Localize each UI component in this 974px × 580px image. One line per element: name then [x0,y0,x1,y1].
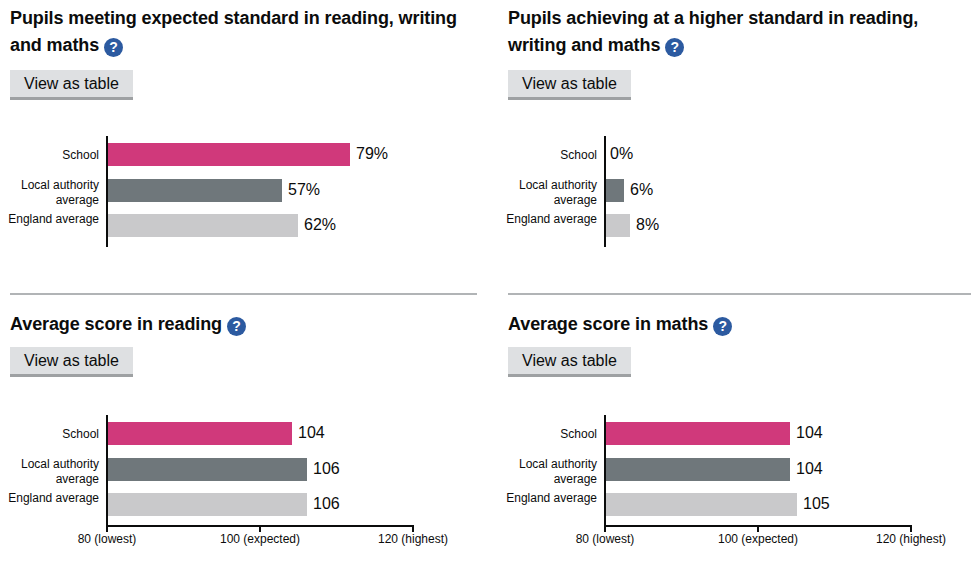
category-label-school: School [0,426,99,441]
chart-title-text: Average score in maths [508,314,708,334]
x-axis-tick-label: 100 (expected) [688,532,828,546]
value-label-school: 104 [298,423,325,443]
bar-england [606,214,630,237]
value-label-school: 104 [796,423,823,443]
x-axis-tick-label: 80 (lowest) [535,532,675,546]
chart-panel-average-score-maths: Average score in maths? View as table Scho… [508,293,971,580]
bar-local-authority [606,179,624,202]
view-as-table-button[interactable]: View as table [508,70,631,100]
view-as-table-button[interactable]: View as table [508,347,631,377]
bar-chart-expected-standard: School79%Local authority average57%Engla… [10,136,477,247]
chart-title: Pupils achieving at a higher standard in… [508,5,918,59]
bar-england [108,214,298,237]
help-question-icon[interactable]: ? [713,317,732,336]
chart-title: Average score in maths? [508,311,732,338]
bar-school [606,422,790,445]
chart-title-text: Pupils achieving at a higher standard in… [508,8,918,28]
chart-panel-expected-standard: Pupils meeting expected standard in read… [10,0,477,293]
bar-school [108,143,350,166]
chart-title: Average score in reading? [10,311,246,338]
value-label-school: 79% [356,144,388,164]
bar-england [606,493,797,516]
value-label-local-authority: 6% [630,180,653,200]
chart-title: Pupils meeting expected standard in read… [10,5,457,59]
x-axis-tick-label: 120 (highest) [343,532,483,546]
value-label-england: 62% [304,215,336,235]
chart-title-text: Average score in reading [10,314,222,334]
section-divider [10,293,477,295]
value-label-school: 0% [610,144,633,164]
category-label-local-authority: Local authority average [0,178,99,208]
value-label-england: 105 [803,494,830,514]
bar-local-authority [606,458,790,481]
category-label-local-authority: Local authority average [498,457,597,487]
category-label-school: School [0,147,99,162]
chart-title-text: and maths [10,35,99,55]
help-question-icon[interactable]: ? [104,38,123,57]
view-as-table-button[interactable]: View as table [10,347,133,377]
category-label-school: School [498,147,597,162]
x-axis-tick-label: 120 (highest) [841,532,974,546]
help-question-icon[interactable]: ? [227,317,246,336]
help-question-icon[interactable]: ? [665,38,684,57]
view-as-table-button[interactable]: View as table [10,70,133,100]
value-label-england: 106 [313,494,340,514]
bar-local-authority [108,458,307,481]
x-axis-tick-label: 80 (lowest) [37,532,177,546]
category-label-school: School [498,426,597,441]
chart-title-text: Pupils meeting expected standard in read… [10,8,457,28]
bar-england [108,493,307,516]
bar-chart-average-score-maths: School104Local authority average104Engla… [508,415,971,550]
bar-chart-higher-standard: School0%Local authority average6%England… [508,136,971,247]
bar-chart-average-score-reading: School104Local authority average106Engla… [10,415,477,550]
bar-local-authority [108,179,282,202]
value-label-england: 8% [636,215,659,235]
chart-title-text: writing and maths [508,35,660,55]
x-axis-tick-label: 100 (expected) [190,532,330,546]
chart-panel-higher-standard: Pupils achieving at a higher standard in… [508,0,971,293]
chart-panel-average-score-reading: Average score in reading? View as table Sc… [10,293,477,580]
category-label-england: England average [498,211,597,226]
value-label-local-authority: 106 [313,459,340,479]
category-label-local-authority: Local authority average [0,457,99,487]
value-label-local-authority: 104 [796,459,823,479]
bar-school [108,422,292,445]
category-label-england: England average [0,211,99,226]
category-label-england: England average [498,490,597,505]
value-label-local-authority: 57% [288,180,320,200]
category-label-local-authority: Local authority average [498,178,597,208]
category-label-england: England average [0,490,99,505]
section-divider [508,293,971,295]
school-performance-page: { "button_label": "View as table", "help… [0,0,974,580]
